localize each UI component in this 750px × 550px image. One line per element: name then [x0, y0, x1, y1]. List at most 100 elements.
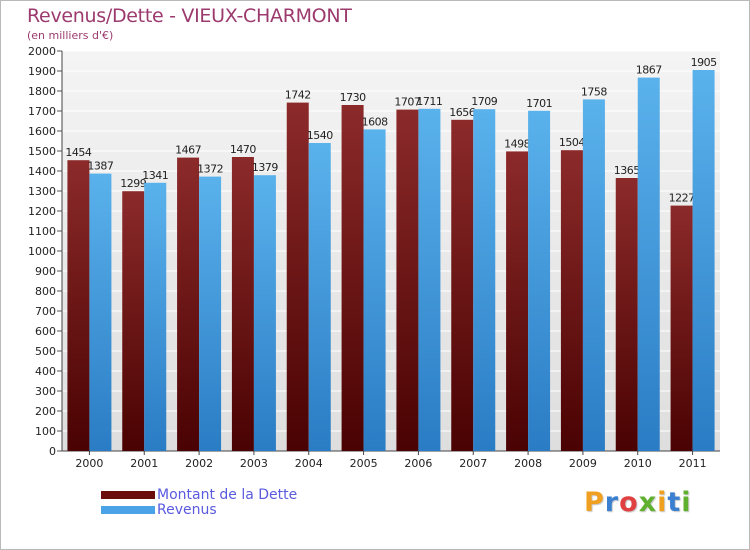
- y-tick-label: 300: [35, 385, 56, 398]
- data-label-dette: 1498: [504, 137, 530, 150]
- data-label-dette: 1470: [230, 143, 256, 156]
- bar-dette: [560, 150, 583, 451]
- bar-dette: [177, 157, 200, 451]
- bar-revenus: [308, 143, 331, 451]
- logo-letter: P: [584, 487, 605, 518]
- bar-revenus: [253, 175, 276, 451]
- data-label-revenus: 1711: [416, 95, 442, 108]
- x-tick-label: 2008: [514, 457, 542, 470]
- legend-label-debt: Montant de la Dette: [157, 486, 298, 503]
- bar-revenus: [528, 110, 551, 452]
- x-tick-label: 2004: [295, 457, 323, 470]
- y-tick-label: 1200: [28, 205, 56, 218]
- proxiti-logo: Proxiti: [584, 487, 692, 518]
- bar-revenus: [144, 182, 167, 452]
- legend-swatch-revenus: [101, 505, 155, 514]
- logo-letter: x: [638, 487, 658, 518]
- data-label-revenus: 1758: [581, 85, 607, 98]
- chart-title: Revenus/Dette - VIEUX-CHARMONT: [27, 5, 352, 27]
- y-tick-label: 2000: [28, 45, 56, 58]
- bar-revenus: [473, 109, 496, 451]
- legend-item-debt: Montant de la Dette: [101, 486, 298, 503]
- data-label-revenus: 1608: [362, 115, 388, 128]
- x-tick-label: 2006: [404, 457, 432, 470]
- data-label-revenus: 1709: [471, 95, 497, 108]
- x-tick-label: 2001: [130, 457, 158, 470]
- y-tick-label: 200: [35, 405, 56, 418]
- x-tick-label: 2000: [75, 457, 103, 470]
- bar-dette: [231, 157, 254, 451]
- data-label-revenus: 1905: [691, 56, 717, 69]
- data-label-dette: 1365: [614, 164, 640, 177]
- y-tick-label: 1400: [28, 165, 56, 178]
- y-tick-label: 1900: [28, 65, 56, 78]
- legend-label-revenus: Revenus: [157, 501, 217, 518]
- bar-revenus: [89, 173, 112, 451]
- bar-dette: [451, 119, 474, 452]
- logo-letter: i: [681, 487, 692, 518]
- data-label-revenus: 1372: [197, 163, 223, 176]
- bar-revenus: [363, 129, 386, 451]
- bar-dette: [396, 109, 419, 451]
- data-label-revenus: 1540: [307, 129, 333, 142]
- data-label-revenus: 1867: [636, 64, 662, 77]
- data-label-revenus: 1387: [87, 160, 113, 173]
- data-label-dette: 1227: [669, 192, 695, 205]
- y-tick-label: 0: [49, 445, 56, 458]
- x-tick-label: 2010: [624, 457, 652, 470]
- data-label-dette: 1656: [449, 106, 475, 119]
- data-label-dette: 1707: [394, 96, 420, 109]
- bar-revenus: [692, 70, 715, 451]
- data-label-dette: 1730: [340, 91, 366, 104]
- y-tick-label: 400: [35, 365, 56, 378]
- bar-dette: [122, 191, 145, 451]
- y-tick-label: 900: [35, 265, 56, 278]
- bar-revenus: [199, 176, 222, 451]
- x-tick-label: 2011: [679, 457, 707, 470]
- chart-subtitle: (en milliers d'€): [27, 29, 114, 42]
- y-tick-label: 500: [35, 345, 56, 358]
- data-label-revenus: 1379: [252, 161, 278, 174]
- data-label-dette: 1504: [559, 136, 585, 149]
- y-tick-label: 700: [35, 305, 56, 318]
- x-tick-label: 2007: [459, 457, 487, 470]
- bar-revenus: [418, 108, 441, 452]
- data-label-revenus: 1341: [142, 169, 168, 182]
- bar-revenus: [637, 77, 660, 451]
- y-tick-label: 1500: [28, 145, 56, 158]
- y-tick-label: 1300: [28, 185, 56, 198]
- y-tick-label: 600: [35, 325, 56, 338]
- logo-letter: r: [604, 487, 620, 518]
- data-label-revenus: 1701: [526, 97, 552, 110]
- x-tick-label: 2009: [569, 457, 597, 470]
- bar-dette: [615, 178, 638, 451]
- y-tick-label: 100: [35, 425, 56, 438]
- logo-letter: t: [667, 487, 682, 518]
- legend-item-revenus: Revenus: [101, 501, 297, 518]
- legend-swatch-debt: [101, 490, 155, 499]
- y-tick-label: 1800: [28, 85, 56, 98]
- bar-dette: [286, 102, 309, 451]
- chart-legend: Montant de la Dette Revenus: [101, 486, 298, 518]
- x-tick-label: 2002: [185, 457, 213, 470]
- bar-dette: [506, 151, 529, 451]
- bar-dette: [341, 105, 364, 451]
- x-tick-label: 2005: [350, 457, 378, 470]
- logo-letter: i: [657, 487, 668, 518]
- y-tick-label: 1000: [28, 245, 56, 258]
- y-tick-label: 1100: [28, 225, 56, 238]
- logo-letter: o: [619, 487, 639, 518]
- y-tick-label: 1600: [28, 125, 56, 138]
- data-label-dette: 1467: [175, 144, 201, 157]
- y-tick-label: 1700: [28, 105, 56, 118]
- bar-revenus: [582, 99, 605, 452]
- bar-dette: [67, 160, 90, 451]
- data-label-dette: 1742: [285, 89, 311, 102]
- x-tick-label: 2003: [240, 457, 268, 470]
- bar-dette: [670, 205, 693, 451]
- data-label-dette: 1454: [65, 146, 91, 159]
- data-label-dette: 1299: [120, 177, 146, 190]
- y-tick-label: 800: [35, 285, 56, 298]
